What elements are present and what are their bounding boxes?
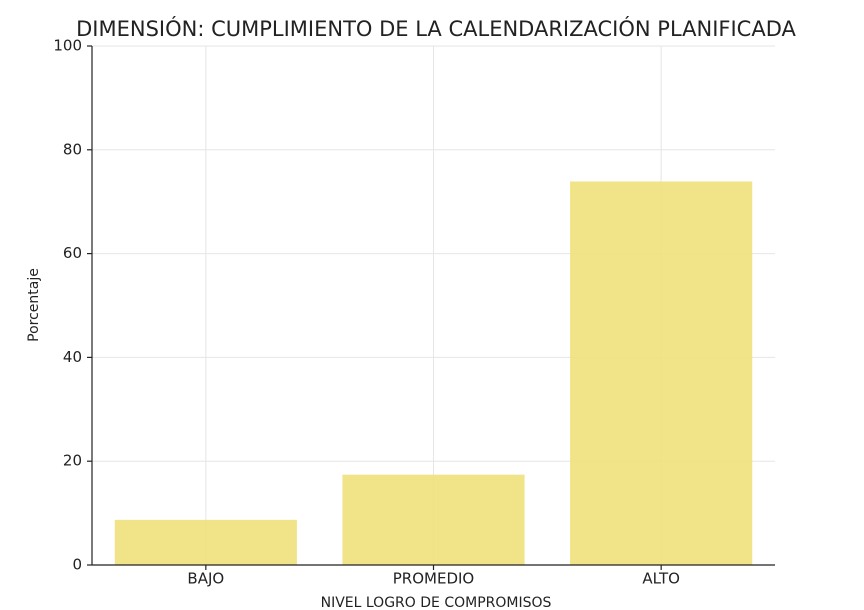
bar: [570, 181, 753, 566]
x-tick-label: BAJO: [187, 570, 224, 588]
bar: [342, 474, 525, 565]
y-tick-label: 20: [63, 452, 82, 470]
x-tick-label: ALTO: [642, 570, 680, 588]
y-tick-label: 40: [63, 348, 82, 366]
bar: [114, 519, 297, 565]
y-tick-label: 80: [63, 140, 82, 158]
y-axis-label: Porcentaje: [26, 268, 42, 342]
x-tick-label: PROMEDIO: [393, 570, 474, 588]
x-axis-label: NIVEL LOGRO DE COMPROMISOS: [321, 595, 552, 610]
y-tick-label: 60: [63, 244, 82, 262]
chart-title: DIMENSIÓN: CUMPLIMIENTO DE LA CALENDARIZ…: [76, 16, 796, 41]
y-tick-label: 100: [53, 37, 82, 55]
y-tick-label: 0: [72, 556, 82, 574]
